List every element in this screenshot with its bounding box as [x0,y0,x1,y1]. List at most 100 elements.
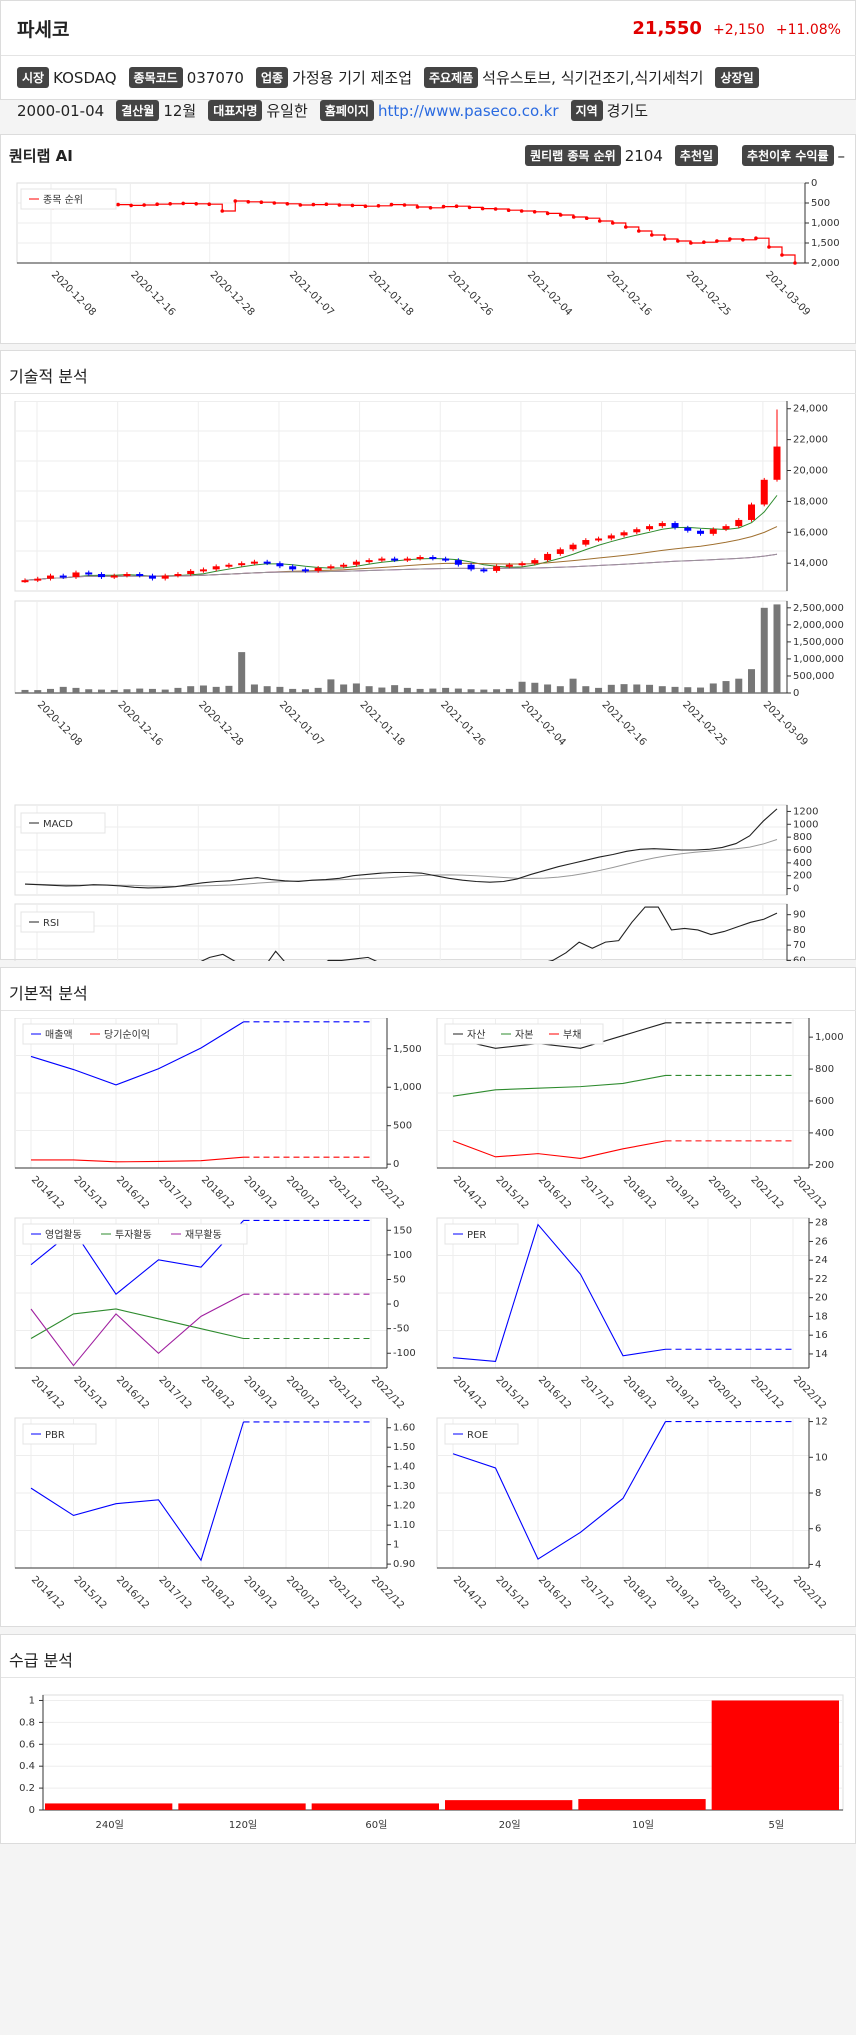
x-tick-label: 2018/12 [199,1574,236,1611]
x-tick-label: 2021-02-04 [519,699,568,748]
x-tick-label: 2021-02-04 [525,269,574,318]
rank-point [220,209,225,213]
candle-body [760,479,768,505]
volume-bar [416,688,424,693]
rank-point [194,202,199,206]
candle-body [314,567,322,571]
x-tick-label: 2022/12 [369,1174,406,1211]
y-tick-label: 1000 [793,819,818,830]
fund-series-line [452,1421,666,1560]
rank-point [350,203,355,208]
volume-bar [429,688,437,693]
info-label: 홈페이지 [319,100,374,121]
candle-body [569,544,577,550]
candle-body [212,566,220,570]
info-value: 경기도 [606,102,649,120]
volume-bar [212,686,220,693]
y-tick-label: 0 [793,884,799,895]
x-tick-label: 2021/12 [748,1374,785,1411]
x-tick-label: 2016/12 [114,1574,151,1611]
fund-series-line [452,1022,666,1049]
candle-body [480,569,488,572]
legend-label: MACD [43,819,73,830]
ai-panel: 퀀티랩 AI 퀀티랩 종목 순위 2104 추천일 추천이후 수익률 – 0 50… [0,134,856,344]
y-tick-label: 100 [393,1250,412,1261]
candle-body [250,561,258,564]
y-tick-label: 1,500 [393,1044,422,1055]
supply-bar [311,1803,439,1810]
return-value: – [837,146,846,165]
rank-point [233,199,238,203]
volume-bar [671,686,679,693]
volume-bar [136,688,144,693]
y-tick-label: 2,500,000 [793,603,844,614]
volume-bar [544,684,552,693]
candle-body [544,553,552,561]
x-tick-label: 2014/12 [29,1174,66,1211]
y-tick-label: 1.40 [393,1462,415,1473]
volume-bar [607,684,615,693]
x-tick-label: 240일 [96,1819,124,1831]
y-tick-label: 12 [815,1417,828,1428]
volume-bar [301,689,309,693]
legend-label: ROE [467,1430,488,1441]
candle-body [97,574,105,578]
volume-bar [174,687,182,693]
x-tick-label: 2019/12 [663,1574,700,1611]
y-tick-label: 1.50 [393,1442,415,1453]
y-tick-label: 400 [793,858,812,869]
homepage-link[interactable]: http://www.paseco.co.kr [377,101,559,120]
x-tick-label: 2019/12 [663,1374,700,1411]
volume-bar [250,684,258,693]
volume-bar [225,685,233,693]
rsi-line [200,906,778,961]
candle-body [620,532,628,536]
candle-body [148,575,156,579]
rank-label: 퀀티랩 종목 순위 [525,145,621,166]
supply-chart: 0 0.2 0.4 0.6 0.8 1 240일 120일 60일 20일 10일 5일 [19,1694,844,1831]
candle-body [59,575,67,578]
info-value: 석유스토브, 식기건조기,식기세척기 [482,69,704,87]
rank-point [728,237,732,241]
candle-body [709,529,717,534]
y-tick-label: 500 [393,1121,412,1132]
y-tick-label: 200 [793,871,812,882]
volume-bar [187,686,195,693]
volume-bar [518,681,526,693]
rank-point [558,213,563,217]
info-value: 12월 [163,102,197,120]
y-tick-label: 0.2 [19,1783,35,1794]
candle-body [697,530,705,534]
x-tick-label: 2021-02-25 [680,699,729,748]
rank-point [493,207,498,211]
x-tick-label: 2021-01-26 [438,699,487,748]
volume-bar [748,669,756,693]
rank-point [754,236,758,240]
price-change: +2,150 [712,22,765,38]
volume-bar [352,683,360,693]
y-tick-label: 200 [815,1160,834,1171]
info-value: 037070 [186,68,244,87]
x-tick-label: 2015/12 [71,1374,108,1411]
y-tick-label: 800 [815,1064,834,1075]
volume-bar [378,687,386,693]
volume-bar [289,688,297,693]
candle-body [633,529,641,533]
y-tick-label: 1,000 [393,1082,422,1093]
y-tick-label: 4 [815,1559,821,1570]
moving-average-line [24,495,778,581]
candle-body [161,575,169,579]
x-tick-label: 2015/12 [71,1174,108,1211]
x-tick-label: 2014/12 [29,1374,66,1411]
candle-body [378,558,386,561]
candle-body [416,557,424,560]
y-tick-label: 18,000 [793,496,828,507]
x-tick-label: 2020-12-28 [208,269,257,318]
y-tick-label: 22,000 [793,435,828,446]
x-tick-label: 2022/12 [369,1374,406,1411]
plot-frame [14,903,788,961]
x-tick-label: 2017/12 [578,1574,615,1611]
y-tick-label: 18 [815,1311,828,1322]
rank-point [415,205,420,209]
